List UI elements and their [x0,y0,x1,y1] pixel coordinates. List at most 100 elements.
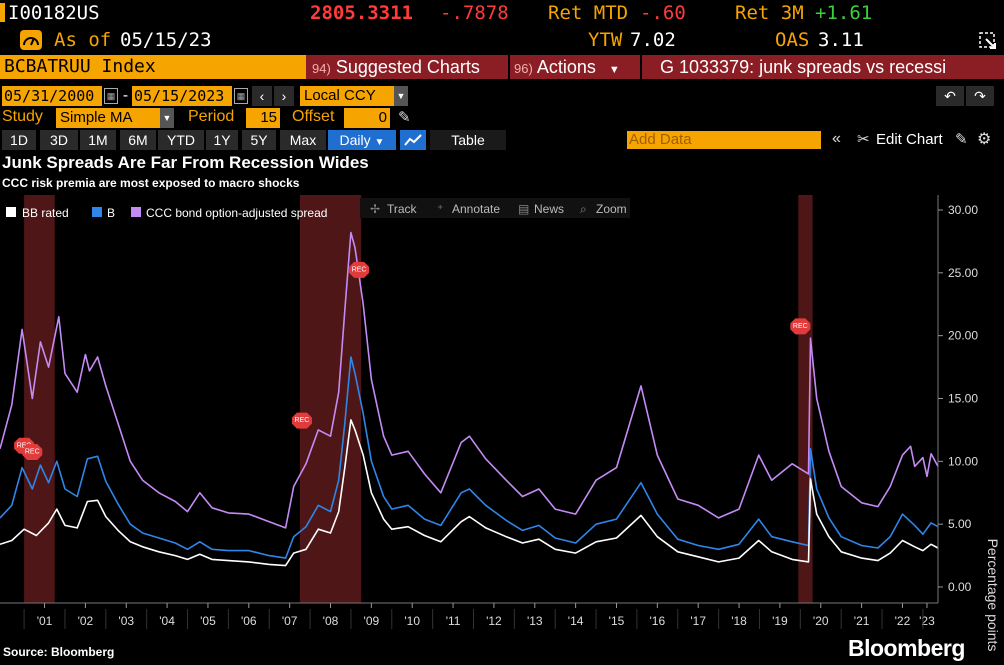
actions-label: Actions [536,57,596,77]
add-data-input[interactable]: Add Data [627,131,821,149]
track-tool[interactable]: Track [387,202,418,216]
study-row: Study Simple MA ▼ Period 15 Offset 0 ✎ [0,108,1004,130]
news-tool[interactable]: News [534,202,564,216]
recession-marker-label: REC [793,323,808,330]
recession-marker-shape [349,261,370,278]
annotate-icon: ⁺ [437,202,443,216]
recession-band [299,195,362,603]
legend-swatch-ccc [131,207,141,217]
redo-icon[interactable]: ↷ [966,86,994,106]
undo-icon[interactable]: ↶ [936,86,964,106]
x-tick-label: '04 [159,614,175,628]
y-tick-label: 5.00 [948,517,972,531]
period-input[interactable]: 15 [246,108,280,128]
y-tick-label: 10.00 [948,454,978,468]
range-max[interactable]: Max [280,130,326,150]
edit-chart-button[interactable]: Edit Chart [876,131,943,148]
legend-swatch-b [92,207,102,217]
recession-marker-label: REC [295,417,310,424]
annotate-tool[interactable]: Annotate [452,202,500,216]
x-tick-label: '10 [404,614,420,628]
end-date-input[interactable]: 05/15/2023 [132,86,232,106]
y-tick-label: 30.00 [948,203,978,217]
calendar-icon[interactable]: ▦ [234,88,248,104]
calendar-icon[interactable]: ▦ [104,88,118,104]
x-tick-label: '22 [895,614,911,628]
y-tick-label: 25.00 [948,266,978,280]
period-label: Period [188,108,235,125]
date-separator: - [121,86,131,104]
line-chart-icon[interactable] [400,130,426,150]
prev-arrow-icon[interactable]: ‹ [252,86,272,106]
range-ytd[interactable]: YTD [158,130,204,150]
suggested-charts-button[interactable]: 94) Suggested Charts [312,55,480,79]
gear-icon[interactable]: ⚙ [977,131,992,148]
expand-icon[interactable] [978,31,998,56]
x-tick-label: '12 [486,614,502,628]
legend-label-ccc: CCC bond option-adjusted spread [146,206,327,220]
x-tick-label: '03 [118,614,134,628]
actions-button[interactable]: 96) Actions ▼ [514,55,620,79]
range-6m[interactable]: 6M [120,130,156,150]
security-field[interactable]: BCBATRUU Index [0,55,306,79]
x-tick-label: '23 [919,614,935,628]
range-1y[interactable]: 1Y [206,130,238,150]
table-button[interactable]: Table [430,130,506,150]
as-of-date[interactable]: 05/15/23 [120,29,212,51]
x-tick-label: '05 [200,614,216,628]
recession-marker[interactable]: REC [22,444,43,461]
x-tick-label: '19 [772,614,788,628]
range-1m[interactable]: 1M [80,130,116,150]
x-tick-label: '21 [854,614,870,628]
range-1d[interactable]: 1D [2,130,36,150]
collapse-icon[interactable]: « [832,130,841,147]
range-3d[interactable]: 3D [40,130,78,150]
next-arrow-icon[interactable]: › [274,86,294,106]
currency-value: Local CCY [304,87,376,104]
recession-marker[interactable]: REC [291,412,312,429]
series-line-ccc [0,231,939,529]
recession-band [24,195,55,603]
wrench-icon[interactable]: ✂ [857,131,870,148]
series-line-bb [0,419,939,567]
chart-title-field[interactable]: G 1033379: junk spreads vs recessi [660,57,947,77]
x-tick-label: '13 [527,614,543,628]
frequency-select[interactable]: Daily ▼ [328,130,396,150]
x-tick-label: '08 [323,614,339,628]
recession-marker[interactable]: REC [790,318,811,335]
news-icon: ▤ [518,202,529,216]
recession-marker-shape [291,412,312,429]
recession-marker-shape [790,318,811,335]
recession-band [798,195,813,603]
dropdown-icon: ▼ [394,86,408,106]
actions-num: 96) [514,61,533,76]
chart-toolbar [360,198,630,218]
dropdown-icon: ▼ [160,108,174,128]
source-note: Source: Bloomberg [3,645,115,659]
oas-value: 3.11 [818,29,864,51]
ret-3m-value: +1.61 [815,2,873,24]
range-row: 1D 3D 1M 6M YTD 1Y 5Y Max Daily ▼ Table … [0,130,1004,152]
currency-select[interactable]: Local CCY ▼ [300,86,408,106]
ytw-label: YTW [588,29,623,51]
edit-icon[interactable]: ✎ [955,131,968,148]
header-row-2: As of 05/15/23 YTW 7.02 OAS 3.11 [0,27,1004,53]
study-select[interactable]: Simple MA ▼ [56,108,174,128]
x-tick-label: '02 [78,614,94,628]
ticker[interactable]: I00182US [8,2,100,24]
bloomberg-logo: Bloomberg [848,635,965,661]
recession-marker-shape [22,444,43,461]
ticker-box[interactable] [0,3,5,22]
start-date-input[interactable]: 05/31/2000 [2,86,102,106]
offset-input[interactable]: 0 [344,108,390,128]
ret-3m-label: Ret 3M [735,2,804,24]
gauge-icon[interactable] [20,30,42,50]
recession-marker-label: REC [25,449,40,456]
pencil-icon[interactable]: ✎ [398,109,411,126]
x-tick-label: '15 [609,614,625,628]
header-row-1: I00182US 2805.3311 -.7878 Ret MTD -.60 R… [0,0,1004,26]
recession-marker[interactable]: REC [349,261,370,278]
zoom-tool[interactable]: Zoom [596,202,627,216]
range-5y[interactable]: 5Y [242,130,276,150]
